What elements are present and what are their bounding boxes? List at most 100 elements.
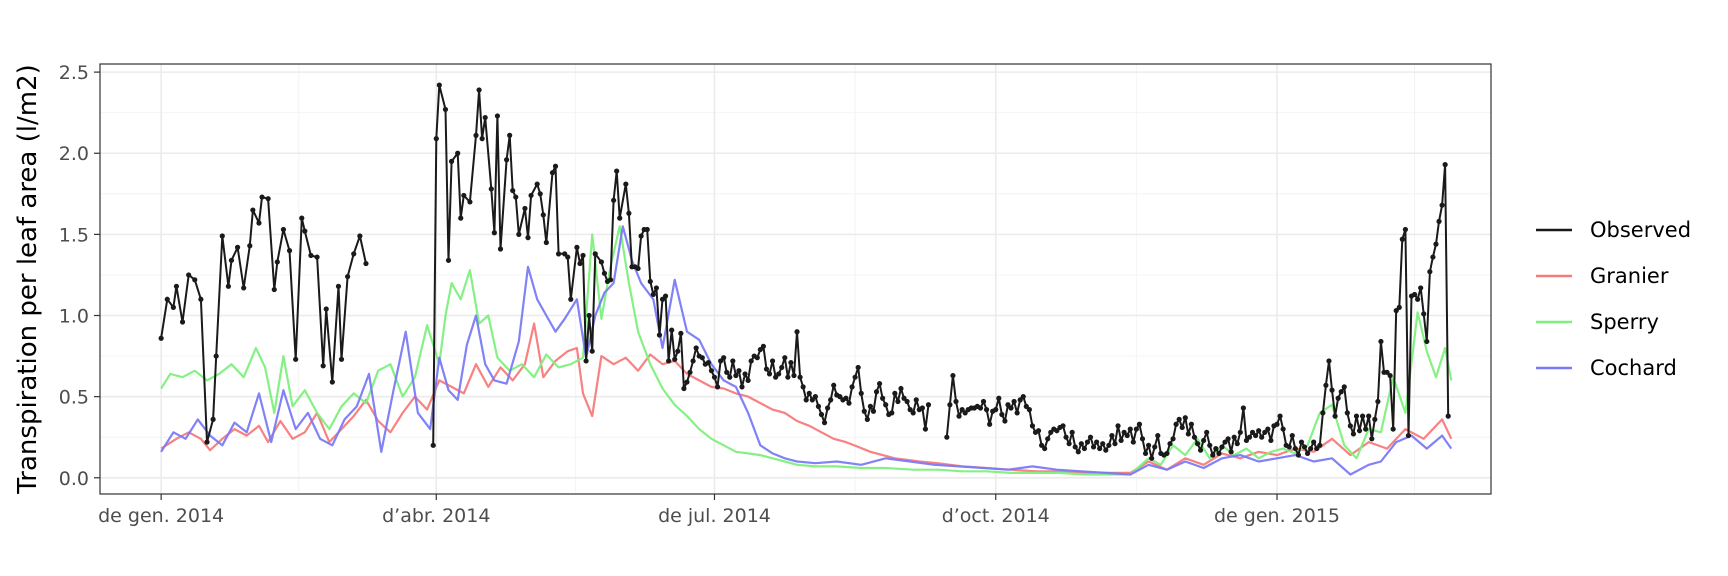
observed-point: [482, 114, 488, 121]
observed-point: [809, 397, 815, 403]
observed-point: [724, 369, 730, 375]
observed-point: [745, 377, 751, 384]
observed-point: [543, 239, 549, 246]
observed-point: [766, 371, 773, 377]
observed-point: [1011, 398, 1017, 405]
observed-point: [1078, 441, 1084, 447]
observed-point: [1436, 218, 1442, 224]
observed-point: [1225, 436, 1231, 442]
observed-point: [675, 348, 681, 354]
observed-point: [192, 277, 198, 283]
observed-point: [562, 251, 568, 257]
observed-point: [922, 426, 929, 432]
observed-point: [1139, 436, 1146, 442]
observed-point: [1430, 254, 1436, 260]
observed-point: [1106, 442, 1112, 448]
observed-point: [626, 210, 632, 216]
observed-point: [436, 82, 442, 88]
observed-point: [1207, 442, 1213, 448]
observed-point: [1155, 432, 1161, 439]
observed-point: [721, 355, 727, 361]
observed-point: [666, 358, 672, 364]
observed-point: [1069, 429, 1075, 435]
y-axis-title: Transpiration per leaf area (l/m2): [13, 64, 43, 495]
observed-point: [1308, 445, 1314, 452]
observed-point: [705, 359, 711, 366]
observed-point: [684, 379, 690, 385]
observed-point: [1185, 431, 1191, 437]
observed-point: [1023, 403, 1029, 409]
plot-panel-border: [99, 63, 1492, 495]
observed-point: [1176, 416, 1182, 422]
observed-point: [714, 384, 721, 390]
observed-point: [479, 136, 485, 142]
observed-point: [589, 348, 595, 354]
observed-point: [1314, 445, 1320, 452]
observed-point: [158, 335, 164, 341]
observed-point: [733, 372, 739, 379]
observed-point: [1020, 394, 1026, 400]
series-layer: [158, 82, 1453, 476]
observed-point: [540, 212, 546, 218]
observed-point: [1121, 429, 1127, 435]
legend-label-sperry: Sperry: [1590, 310, 1659, 334]
observed-point: [739, 384, 745, 390]
observed-point: [1439, 202, 1445, 208]
observed-point: [448, 158, 455, 164]
observed-point: [1246, 434, 1253, 440]
observed-point: [1356, 428, 1363, 434]
observed-point: [803, 397, 809, 403]
observed-point: [1075, 449, 1081, 455]
observed-point: [687, 369, 693, 375]
observed-point: [1280, 426, 1286, 432]
observed-point: [1072, 444, 1078, 450]
observed-point: [357, 233, 363, 239]
observed-point: [785, 374, 791, 380]
observed-point: [504, 157, 510, 163]
observed-point: [1344, 410, 1350, 416]
observed-point: [1170, 436, 1176, 442]
observed-point: [528, 192, 534, 199]
observed-point: [601, 270, 608, 276]
observed-point: [861, 408, 867, 414]
observed-point: [513, 194, 519, 200]
observed-point: [1100, 441, 1106, 447]
observed-point: [880, 395, 886, 401]
observed-point: [782, 355, 788, 361]
observed-point: [1338, 389, 1344, 395]
observed-point: [1054, 428, 1060, 434]
observed-point: [1369, 436, 1375, 442]
observed-point: [592, 251, 598, 257]
observed-point: [1262, 429, 1268, 435]
observed-point: [1014, 410, 1020, 416]
axis-ticks: [94, 71, 1278, 500]
observed-point: [259, 194, 265, 200]
observed-point: [1234, 441, 1240, 447]
observed-point: [748, 358, 754, 364]
observed-point: [1002, 418, 1008, 424]
observed-point: [1405, 432, 1412, 439]
observed-point: [488, 186, 494, 192]
observed-point: [999, 411, 1005, 418]
observed-point: [1341, 384, 1347, 390]
observed-point: [977, 405, 984, 411]
observed-point: [1017, 397, 1023, 403]
observed-point: [1353, 413, 1360, 419]
observed-point: [1005, 402, 1011, 408]
x-tick-label: d’oct. 2014: [942, 505, 1050, 527]
observed-point: [1442, 162, 1448, 168]
observed-point: [568, 296, 574, 302]
observed-point: [925, 402, 932, 408]
observed-point: [1249, 429, 1256, 435]
observed-point: [1210, 452, 1216, 458]
observed-point: [1222, 439, 1228, 445]
observed-point: [1115, 423, 1121, 429]
observed-point: [1366, 413, 1372, 419]
observed-point: [250, 207, 256, 213]
legend-label-observed: Observed: [1590, 218, 1691, 242]
y-tick-label: 2.0: [59, 143, 89, 165]
observed-point: [791, 372, 797, 379]
y-tick-label: 0.0: [59, 468, 89, 490]
observed-point: [855, 364, 861, 371]
